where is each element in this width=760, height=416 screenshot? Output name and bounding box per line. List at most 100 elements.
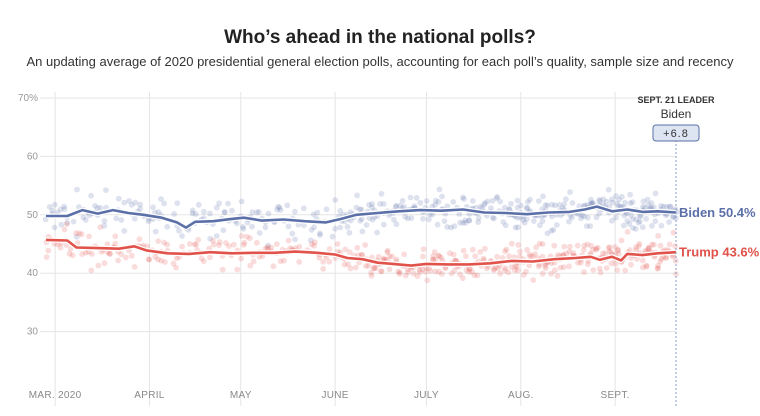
- poll-dot: [429, 211, 436, 218]
- poll-dot: [536, 240, 543, 247]
- poll-dot: [640, 204, 646, 210]
- poll-dot: [430, 256, 436, 263]
- poll-dot: [69, 252, 76, 259]
- poll-dot: [470, 198, 476, 204]
- poll-dot: [262, 224, 269, 231]
- poll-dot: [502, 222, 509, 229]
- poll-dot: [436, 186, 443, 193]
- poll-dot: [229, 207, 235, 214]
- poll-dot: [594, 244, 601, 251]
- poll-dot: [137, 205, 144, 212]
- poll-dot: [274, 206, 280, 213]
- poll-dot: [407, 194, 414, 201]
- poll-dot: [606, 244, 613, 251]
- poll-dot: [67, 246, 74, 252]
- poll-dot: [221, 209, 228, 215]
- poll-dot: [581, 213, 587, 220]
- poll-dot: [557, 264, 564, 271]
- leader-callout: SEPT. 21 LEADER Biden +6.8: [637, 95, 715, 406]
- poll-dot: [386, 253, 393, 260]
- poll-dot: [491, 267, 497, 273]
- poll-dot: [244, 219, 251, 226]
- poll-dot: [97, 224, 104, 231]
- poll-dot: [561, 243, 568, 250]
- poll-dot: [532, 251, 538, 258]
- poll-dot: [666, 219, 672, 226]
- poll-dot: [640, 264, 646, 271]
- poll-dot: [439, 270, 445, 277]
- poll-dot: [585, 261, 591, 268]
- poll-dot: [86, 233, 92, 240]
- poll-dot: [317, 230, 323, 237]
- poll-dot: [207, 235, 214, 242]
- poll-dot: [614, 201, 621, 207]
- poll-dot: [583, 223, 590, 230]
- poll-dot: [602, 250, 609, 257]
- poll-dot: [152, 254, 159, 260]
- poll-dot: [363, 263, 369, 269]
- poll-dot: [475, 215, 482, 222]
- poll-dot: [158, 196, 164, 202]
- poll-dot: [289, 230, 296, 237]
- poll-dot: [249, 223, 256, 230]
- poll-dot: [590, 246, 596, 253]
- poll-dot: [518, 202, 524, 209]
- leader-heading: SEPT. 21 LEADER: [637, 95, 715, 105]
- poll-dot: [495, 265, 502, 272]
- poll-dot: [658, 222, 665, 229]
- poll-dot: [347, 265, 354, 272]
- poll-dot: [439, 193, 445, 200]
- poll-dot: [652, 190, 659, 197]
- poll-dot: [651, 241, 657, 248]
- poll-dot: [619, 193, 625, 200]
- poll-dot: [45, 247, 52, 254]
- poll-dot: [314, 209, 321, 216]
- poll-dot: [430, 253, 437, 259]
- poll-dot: [173, 264, 179, 271]
- poll-dot: [310, 211, 317, 218]
- poll-dot: [621, 212, 628, 219]
- poll-dot: [345, 261, 351, 268]
- poll-dot: [620, 222, 627, 229]
- poll-dot: [566, 248, 573, 255]
- poll-dot: [649, 241, 655, 248]
- poll-dot: [645, 244, 652, 251]
- poll-dot: [244, 233, 250, 240]
- poll-dot: [502, 265, 509, 271]
- poll-dot: [609, 199, 616, 206]
- poll-dot: [396, 269, 403, 276]
- poll-dot: [61, 226, 68, 233]
- poll-dot: [615, 247, 621, 254]
- poll-dot: [213, 233, 220, 239]
- trend-line-biden: [46, 205, 677, 229]
- poll-dot: [497, 198, 504, 205]
- poll-dot: [554, 273, 561, 279]
- poll-dot: [137, 201, 144, 208]
- poll-dot: [265, 210, 272, 217]
- poll-dot: [491, 266, 497, 272]
- poll-dot: [365, 262, 372, 269]
- y-tick-label: 50: [27, 210, 39, 221]
- x-tick-label: MAR. 2020: [29, 390, 82, 401]
- poll-dot: [590, 267, 597, 273]
- poll-dot: [632, 226, 639, 232]
- poll-dot: [216, 200, 223, 207]
- poll-dot: [658, 203, 664, 209]
- poll-dot: [593, 245, 599, 252]
- poll-dot: [262, 245, 269, 252]
- poll-dot: [667, 203, 674, 210]
- poll-dot: [446, 250, 453, 257]
- poll-dot: [250, 258, 257, 265]
- poll-dot: [64, 221, 70, 227]
- poll-dot: [505, 269, 512, 276]
- poll-dot: [627, 247, 633, 253]
- poll-dot: [569, 200, 576, 206]
- poll-dot: [645, 201, 652, 208]
- poll-dot: [61, 203, 67, 210]
- poll-dot: [520, 272, 527, 278]
- poll-dot: [97, 205, 104, 211]
- poll-dot: [430, 256, 436, 263]
- poll-dot: [660, 203, 667, 210]
- poll-dot: [101, 218, 108, 224]
- poll-dot: [618, 237, 625, 244]
